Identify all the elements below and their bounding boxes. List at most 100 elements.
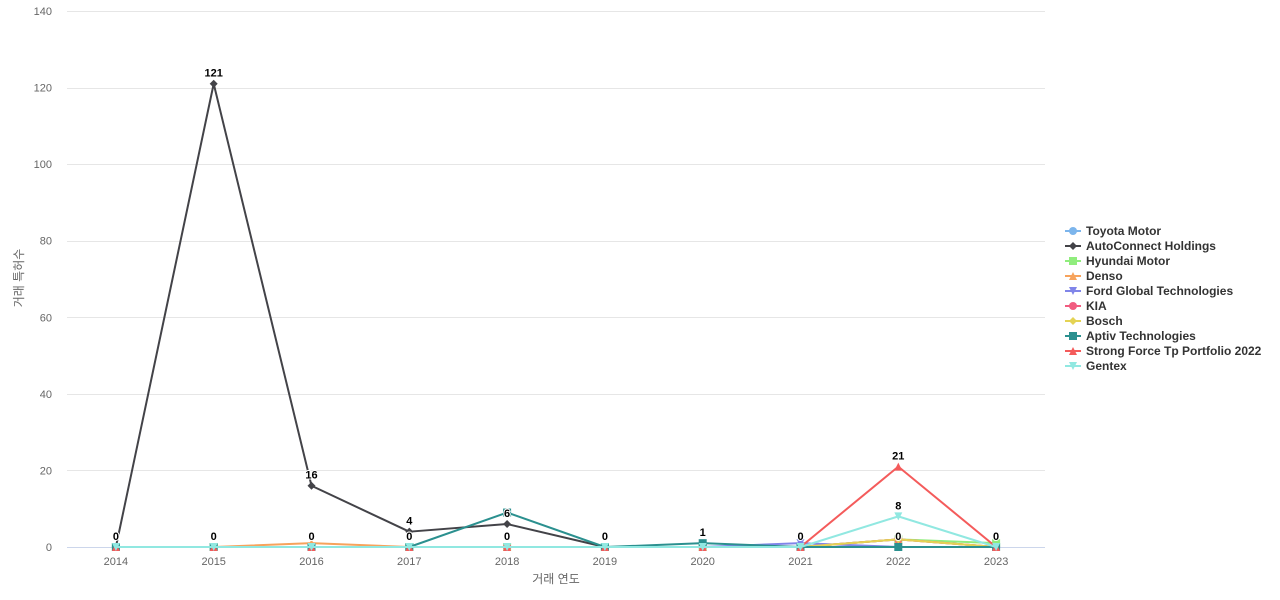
series-group xyxy=(111,79,1001,551)
data-point[interactable] xyxy=(503,543,512,551)
x-tick-label: 2015 xyxy=(201,556,225,568)
legend-marker xyxy=(1069,346,1077,355)
data-point[interactable] xyxy=(894,462,903,471)
series-line[interactable] xyxy=(114,515,998,548)
data-point[interactable] xyxy=(894,535,903,544)
data-point[interactable] xyxy=(894,543,903,551)
legend-item[interactable]: Strong Force Tp Portfolio 2022 xyxy=(1064,343,1261,358)
legend-symbol xyxy=(1065,346,1081,355)
x-tick-label: 2022 xyxy=(886,556,910,568)
series-bosch xyxy=(111,535,1001,551)
y-axis: 0 20 40 60 80 100 120 140 xyxy=(34,6,52,554)
legend-label: Strong Force Tp Portfolio 2022 xyxy=(1086,343,1262,358)
x-tick-label: 2020 xyxy=(690,556,714,568)
data-point[interactable] xyxy=(111,543,120,551)
y-tick-label: 0 xyxy=(46,542,52,554)
x-tick-label: 2014 xyxy=(104,556,128,568)
data-label: 121 xyxy=(205,68,223,80)
x-tick-label: 2016 xyxy=(299,556,323,568)
data-point[interactable] xyxy=(894,512,903,521)
x-tick-label: 2021 xyxy=(788,556,812,568)
data-point[interactable] xyxy=(698,543,707,551)
x-tick-label: 2017 xyxy=(397,556,421,568)
legend-item[interactable]: Gentex xyxy=(1064,358,1261,373)
legend-label: Hyundai Motor xyxy=(1086,253,1170,268)
data-point[interactable] xyxy=(796,543,805,551)
legend-item[interactable]: Aptiv Technologies xyxy=(1064,328,1261,343)
legend-symbol xyxy=(1065,226,1081,235)
series-autoconnect-holdings xyxy=(111,79,1001,551)
legend-item[interactable]: Hyundai Motor xyxy=(1064,253,1261,268)
series-hyundai-motor xyxy=(111,535,1001,551)
legend-item[interactable]: Ford Global Technologies xyxy=(1064,283,1261,298)
data-label: 0 xyxy=(895,531,901,543)
y-tick-label: 20 xyxy=(40,465,52,477)
y-axis-title: 거래 특허수 xyxy=(12,249,26,308)
data-point[interactable] xyxy=(992,543,1001,551)
data-label: 21 xyxy=(892,451,904,463)
x-tick-label: 2023 xyxy=(984,556,1008,568)
data-label: 0 xyxy=(113,531,119,543)
legend-item[interactable]: Denso xyxy=(1064,268,1261,283)
data-label: 0 xyxy=(211,531,217,543)
legend-symbol xyxy=(1065,241,1081,250)
legend-marker xyxy=(1069,331,1077,340)
data-label: 0 xyxy=(993,531,999,543)
series-aptiv-technologies xyxy=(111,508,1001,551)
data-point[interactable] xyxy=(503,520,512,529)
y-tick-label: 100 xyxy=(34,159,52,171)
legend-label: Gentex xyxy=(1086,358,1127,373)
legend-marker xyxy=(1069,316,1077,325)
legend-label: KIA xyxy=(1086,298,1107,313)
y-tick-label: 140 xyxy=(34,6,52,18)
legend-symbol xyxy=(1065,361,1081,370)
y-tick-label: 60 xyxy=(40,312,52,324)
legend-symbol xyxy=(1065,256,1081,265)
series-toyota-motor xyxy=(111,535,1001,551)
chart-legend: Toyota Motor AutoConnect Holdings Hyundai … xyxy=(1064,223,1261,373)
legend-marker xyxy=(1069,286,1077,295)
legend-label: Denso xyxy=(1086,268,1123,283)
series-strong-force-tp-portfolio-2022 xyxy=(111,462,1001,551)
series-line[interactable] xyxy=(114,82,998,548)
data-label: 0 xyxy=(602,531,608,543)
legend-marker xyxy=(1069,271,1077,280)
y-tick-label: 120 xyxy=(34,83,52,95)
data-label: 0 xyxy=(504,531,510,543)
legend-label: Bosch xyxy=(1086,313,1123,328)
data-point[interactable] xyxy=(209,79,218,88)
data-point[interactable] xyxy=(307,481,316,490)
data-point[interactable] xyxy=(405,543,414,551)
y-tick-label: 80 xyxy=(40,236,52,248)
x-tick-label: 2018 xyxy=(495,556,519,568)
legend-item[interactable]: Toyota Motor xyxy=(1064,223,1261,238)
data-label: 0 xyxy=(308,531,314,543)
legend-symbol xyxy=(1065,286,1081,295)
data-label: 8 xyxy=(895,500,901,512)
legend-label: Aptiv Technologies xyxy=(1086,328,1196,343)
legend-label: Toyota Motor xyxy=(1086,223,1162,238)
data-point[interactable] xyxy=(503,508,512,517)
legend-label: AutoConnect Holdings xyxy=(1086,238,1216,253)
data-point[interactable] xyxy=(405,527,414,536)
legend-symbol xyxy=(1065,271,1081,280)
data-label: 0 xyxy=(797,531,803,543)
legend-item[interactable]: KIA xyxy=(1064,298,1261,313)
legend-marker xyxy=(1069,301,1077,310)
x-tick-label: 2019 xyxy=(593,556,617,568)
legend-label: Ford Global Technologies xyxy=(1086,283,1234,298)
legend-item[interactable]: AutoConnect Holdings xyxy=(1064,238,1261,253)
data-point[interactable] xyxy=(209,543,218,551)
grid-lines xyxy=(67,11,1045,548)
y-tick-label: 40 xyxy=(40,389,52,401)
data-point[interactable] xyxy=(600,543,609,551)
legend-item[interactable]: Bosch xyxy=(1064,313,1261,328)
x-axis: 2014 2015 2016 2017 2018 2019 2020 2021 2022 2023 xyxy=(104,556,1009,568)
x-axis-title: 거래 연도 xyxy=(532,572,580,586)
legend-marker xyxy=(1069,256,1077,265)
data-point[interactable] xyxy=(307,543,316,551)
legend-marker xyxy=(1069,241,1077,250)
